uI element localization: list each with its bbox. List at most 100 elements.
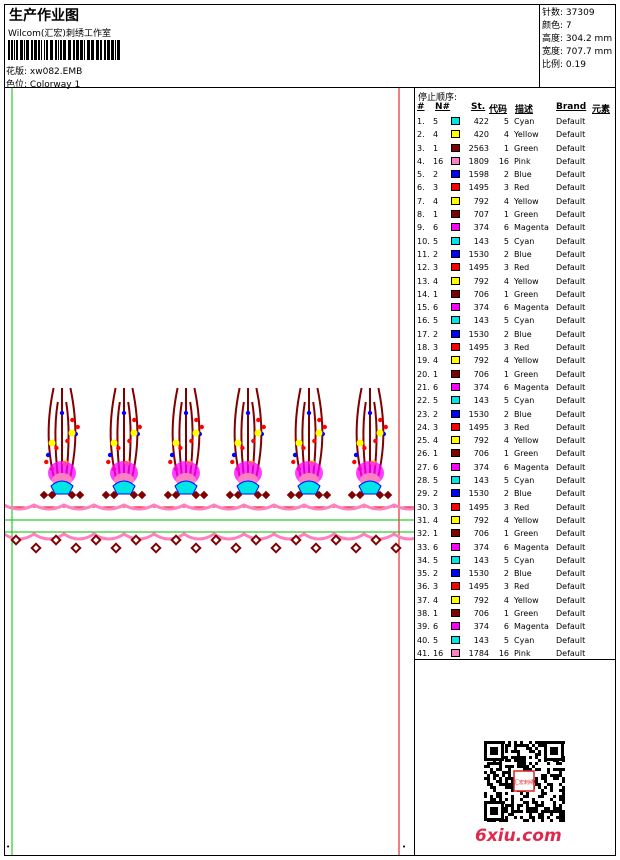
qr-cell bbox=[505, 798, 508, 801]
row-seq: 32. bbox=[417, 529, 430, 539]
qr-cell bbox=[508, 765, 511, 768]
row-desc: Magenta bbox=[514, 303, 549, 313]
row-brand: Default bbox=[556, 502, 586, 512]
qr-cell bbox=[526, 804, 529, 807]
color-swatch bbox=[451, 449, 460, 458]
table-row: 9. 6 374 6 Magenta Default bbox=[415, 221, 615, 234]
qr-cell bbox=[562, 810, 565, 813]
row-desc: Cyan bbox=[514, 236, 535, 246]
flower-motif-row bbox=[39, 387, 393, 500]
qr-cell bbox=[508, 777, 511, 780]
row-code: 1 bbox=[503, 289, 509, 299]
qr-cell bbox=[559, 798, 562, 801]
qr-cell bbox=[487, 762, 490, 765]
qr-cell bbox=[523, 801, 526, 804]
qr-cell bbox=[511, 750, 514, 753]
leaf-dot bbox=[116, 445, 121, 451]
qr-cell bbox=[505, 744, 508, 747]
design-label: 花版: bbox=[6, 67, 28, 77]
row-stitches: 1598 bbox=[468, 170, 489, 180]
qr-cell bbox=[523, 795, 526, 798]
leaf-dot bbox=[292, 452, 298, 458]
stat-height: 高度: 304.2 mm bbox=[542, 34, 613, 44]
border-diamond-center bbox=[133, 537, 139, 543]
row-brand: Default bbox=[556, 170, 586, 180]
row-desc: Green bbox=[514, 143, 539, 153]
table-row: 10. 5 143 5 Cyan Default bbox=[415, 235, 615, 248]
row-code: 1 bbox=[503, 369, 509, 379]
color-swatch bbox=[451, 143, 460, 152]
leaf-dot bbox=[251, 438, 256, 444]
row-code: 1 bbox=[503, 210, 509, 220]
color-swatch bbox=[451, 249, 460, 258]
color-swatch bbox=[451, 263, 460, 272]
table-row: 28. 5 143 5 Cyan Default bbox=[415, 474, 615, 487]
table-row: 13. 4 792 4 Yellow Default bbox=[415, 275, 615, 288]
qr-cell bbox=[505, 756, 508, 759]
company-name: Wilcom(汇宏)刺绣工作室 bbox=[8, 29, 111, 39]
qr-cell bbox=[541, 819, 544, 822]
color-swatch bbox=[451, 608, 460, 617]
row-desc: Blue bbox=[514, 329, 532, 339]
row-seq: 11. bbox=[417, 249, 430, 259]
row-needle: 5 bbox=[433, 236, 439, 246]
color-swatch bbox=[451, 648, 460, 657]
row-code: 6 bbox=[503, 622, 509, 632]
row-stitches: 374 bbox=[473, 382, 489, 392]
qr-cell bbox=[562, 801, 565, 804]
table-row: 4. 16 1809 16 Pink Default bbox=[415, 155, 615, 168]
base-diamond bbox=[163, 490, 173, 500]
row-seq: 38. bbox=[417, 608, 430, 618]
row-stitches: 706 bbox=[473, 529, 489, 539]
stats-panel: 针数: 37309 颜色: 7 高度: 304.2 mm 宽度: 707.7 m… bbox=[540, 4, 616, 88]
row-code: 4 bbox=[503, 595, 509, 605]
row-brand: Default bbox=[556, 329, 586, 339]
qr-cell bbox=[526, 810, 529, 813]
qr-cell bbox=[505, 750, 508, 753]
qr-cell bbox=[541, 774, 544, 777]
table-row: 8. 1 707 1 Green Default bbox=[415, 208, 615, 221]
qr-cell bbox=[553, 774, 556, 777]
base-diamond bbox=[47, 490, 57, 500]
qr-cell bbox=[526, 744, 529, 747]
yellow-bud bbox=[234, 439, 242, 447]
qr-cell bbox=[499, 798, 502, 801]
table-row: 31. 4 792 4 Yellow Default bbox=[415, 514, 615, 527]
color-swatch bbox=[451, 582, 460, 591]
qr-cell bbox=[523, 744, 526, 747]
barcode-bar bbox=[41, 40, 42, 60]
qr-cell bbox=[517, 762, 520, 765]
color-swatch bbox=[451, 210, 460, 219]
qr-cell bbox=[514, 816, 517, 819]
qr-cell bbox=[532, 798, 535, 801]
table-row: 22. 5 143 5 Cyan Default bbox=[415, 394, 615, 407]
row-code: 16 bbox=[498, 648, 509, 658]
base-diamond bbox=[233, 490, 243, 500]
stat-width: 宽度: 707.7 mm bbox=[542, 47, 613, 57]
row-needle: 4 bbox=[433, 356, 439, 366]
qr-cell bbox=[487, 765, 490, 768]
barcode-bar bbox=[16, 40, 18, 60]
qr-cell bbox=[490, 771, 493, 774]
row-code: 3 bbox=[503, 183, 509, 193]
row-code: 3 bbox=[503, 582, 509, 592]
table-row: 34. 5 143 5 Cyan Default bbox=[415, 554, 615, 567]
row-brand: Default bbox=[556, 303, 586, 313]
qr-cell bbox=[541, 744, 544, 747]
row-needle: 4 bbox=[433, 196, 439, 206]
qr-cell bbox=[562, 786, 565, 789]
stop-sequence-panel: 停止顺序: # N# St. 代码 描述 Brand 元素 1. 5 422 5 Cya… bbox=[414, 88, 616, 660]
row-needle: 5 bbox=[433, 396, 439, 406]
row-code: 2 bbox=[503, 170, 509, 180]
table-row: 33. 6 374 6 Magenta Default bbox=[415, 541, 615, 554]
base-diamond bbox=[101, 490, 111, 500]
qr-cell bbox=[514, 756, 517, 759]
row-brand: Default bbox=[556, 436, 586, 446]
row-code: 3 bbox=[503, 502, 509, 512]
qr-cell bbox=[517, 807, 520, 810]
qr-cell bbox=[514, 741, 517, 744]
qr-cell bbox=[532, 819, 535, 822]
row-brand: Default bbox=[556, 422, 586, 432]
row-seq: 39. bbox=[417, 622, 430, 632]
row-stitches: 792 bbox=[473, 515, 489, 525]
